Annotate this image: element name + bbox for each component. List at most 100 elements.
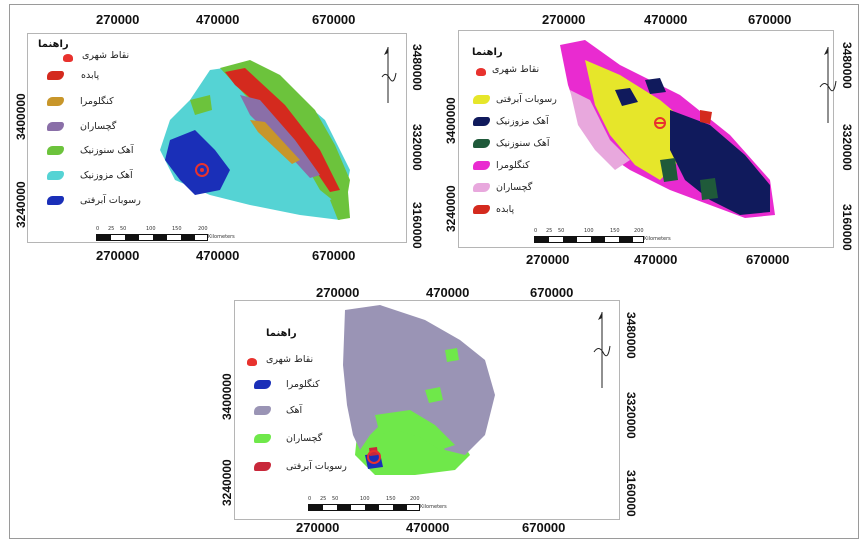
legend-label: آهک سنوزنیک: [80, 145, 134, 156]
scale-label: 150: [172, 226, 182, 232]
scale-label: 200: [198, 226, 208, 232]
x-tick-top: 670000: [312, 12, 356, 27]
x-tick-bottom: 670000: [522, 520, 566, 535]
geology-orange-band: [250, 120, 300, 164]
legend-label: کنگلومرا: [286, 379, 320, 390]
scale-label: 0: [96, 226, 100, 232]
geology-pink-region: [570, 90, 630, 170]
legend-swatch: [47, 196, 64, 205]
y-tick-right: 3480000: [840, 42, 854, 89]
figure-frame: [9, 4, 859, 539]
legend-label: آهک مزوزنیک: [80, 170, 133, 181]
map-panel-bottom: 270000 470000 670000 270000 470000 67000…: [210, 280, 640, 540]
legend-label: نقاط شهری: [266, 354, 314, 365]
scale-label: 50: [332, 496, 339, 502]
north-arrow-icon: [819, 47, 837, 123]
scale-label: 50: [120, 226, 127, 232]
scale-label: 25: [546, 228, 553, 234]
legend-urban-point-icon: [476, 68, 486, 76]
scale-label: 0: [534, 228, 538, 234]
legend-label: آهک سنوزنیک: [496, 138, 550, 149]
legend-label: گچساران: [80, 121, 117, 132]
legend-label: پابده: [81, 70, 100, 81]
map-left: [160, 60, 350, 220]
scale-label: 150: [610, 228, 620, 234]
legend-swatch: [473, 183, 490, 192]
scale-label: 200: [410, 496, 420, 502]
x-tick-top: 270000: [316, 285, 360, 300]
urban-point-marker: [195, 163, 209, 177]
scale-label: Kilometers: [208, 234, 235, 240]
geology-navy-region: [670, 110, 770, 215]
geology-navy-patch: [615, 88, 638, 106]
legend-label: نقاط شهری: [82, 50, 130, 61]
x-tick-bottom: 670000: [312, 248, 356, 263]
legend-label: کنگلومرا: [496, 160, 530, 171]
legend-label: گچساران: [286, 433, 323, 444]
y-tick-right: 3320000: [840, 124, 854, 171]
map-panel-right: 270000 470000 670000 270000 470000 67000…: [430, 0, 860, 270]
x-tick-bottom: 270000: [96, 248, 140, 263]
y-tick-left: 3400000: [220, 373, 234, 420]
legend-title: راهنما: [38, 39, 69, 50]
y-tick-left: 3240000: [444, 185, 458, 232]
geology-darkgreen-patch: [700, 178, 718, 200]
legend-swatch: [254, 434, 271, 443]
legend-swatch: [47, 122, 64, 131]
scale-bar: [534, 236, 644, 243]
legend-swatch: [47, 71, 64, 80]
x-tick-top: 470000: [426, 285, 470, 300]
legend-swatch: [47, 171, 64, 180]
geology-purple-band: [240, 95, 320, 178]
geology-green-patch: [330, 192, 350, 220]
geology-lime-patch: [425, 387, 443, 403]
legend-label: کنگلومرا: [80, 96, 114, 107]
geology-lime-band: [375, 410, 455, 450]
x-tick-bottom: 470000: [634, 252, 678, 267]
geology-blue-patch: [365, 453, 383, 469]
geology-navy-patch: [645, 78, 666, 94]
legend-label: آهک: [286, 405, 303, 416]
x-tick-top: 270000: [96, 12, 140, 27]
legend-label: رسوبات آبرفتی: [496, 94, 557, 105]
legend-title: راهنما: [266, 328, 297, 339]
north-arrow-icon: [381, 47, 397, 103]
legend-label: گچساران: [496, 182, 533, 193]
legend-swatch: [473, 117, 490, 126]
map-panel-left: 270000 470000 670000 270000 470000 67000…: [0, 0, 430, 270]
urban-point-marker: [654, 117, 666, 129]
x-tick-bottom: 670000: [746, 252, 790, 267]
legend-swatch: [254, 406, 271, 415]
scale-label: Kilometers: [420, 504, 447, 510]
legend-swatch: [473, 205, 490, 214]
x-tick-top: 470000: [196, 12, 240, 27]
legend-label: رسوبات آبرفتی: [80, 195, 141, 206]
y-tick-right: 3480000: [624, 312, 638, 359]
x-tick-top: 670000: [530, 285, 574, 300]
scale-label: 200: [634, 228, 644, 234]
x-tick-top: 470000: [644, 12, 688, 27]
scale-bar: [308, 504, 420, 511]
scale-label: 100: [146, 226, 156, 232]
legend-swatch: [47, 97, 64, 106]
geology-red-patch: [700, 110, 712, 124]
legend-label: نقاط شهری: [492, 64, 540, 75]
y-tick-left: 3400000: [14, 93, 28, 140]
legend-urban-point-icon: [63, 54, 73, 62]
x-tick-top: 270000: [542, 12, 586, 27]
scale-label: Kilometers: [644, 236, 671, 242]
geology-lime-patch: [445, 348, 459, 362]
legend-swatch: [254, 462, 271, 471]
scale-label: 150: [386, 496, 396, 502]
north-arrow-icon: [593, 312, 611, 388]
legend-label: آهک مزوزنیک: [496, 116, 549, 127]
x-tick-bottom: 470000: [406, 520, 450, 535]
legend-label: پابده: [496, 204, 515, 215]
y-tick-right: 3320000: [410, 124, 424, 171]
y-tick-left: 3240000: [14, 181, 28, 228]
urban-point-marker: [367, 450, 381, 464]
scale-label: 50: [558, 228, 565, 234]
scale-label: 0: [308, 496, 312, 502]
legend-swatch: [473, 139, 490, 148]
legend-title: راهنما: [472, 47, 503, 58]
